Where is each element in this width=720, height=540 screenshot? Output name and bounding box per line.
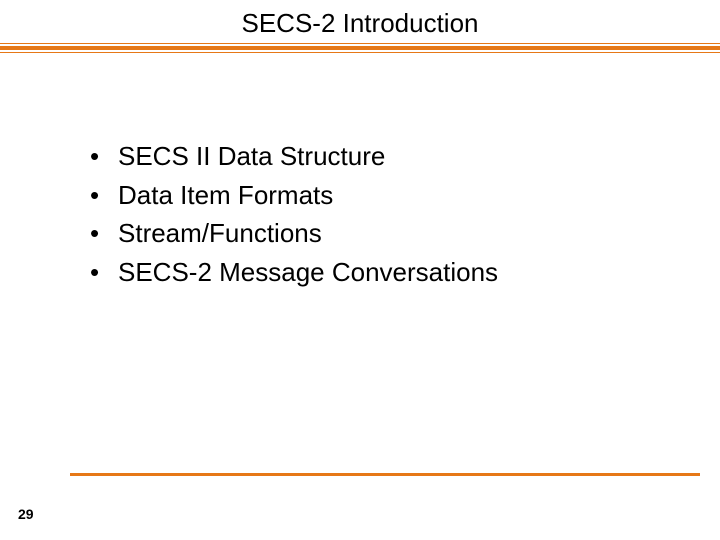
footer-rule <box>70 473 700 476</box>
header-rule-thin-top <box>0 43 720 44</box>
list-item: • Data Item Formats <box>90 179 498 212</box>
bullet-icon: • <box>90 140 118 173</box>
header-rule-thin-bottom <box>0 52 720 53</box>
header-rule-thick <box>0 46 720 50</box>
bullet-list: • SECS II Data Structure • Data Item For… <box>90 140 498 294</box>
bullet-text: Stream/Functions <box>118 217 322 250</box>
list-item: • SECS-2 Message Conversations <box>90 256 498 289</box>
list-item: • SECS II Data Structure <box>90 140 498 173</box>
list-item: • Stream/Functions <box>90 217 498 250</box>
bullet-text: Data Item Formats <box>118 179 333 212</box>
slide-title: SECS-2 Introduction <box>0 8 720 43</box>
bullet-icon: • <box>90 217 118 250</box>
page-number: 29 <box>18 506 34 522</box>
bullet-text: SECS-2 Message Conversations <box>118 256 498 289</box>
title-area: SECS-2 Introduction <box>0 0 720 53</box>
bullet-icon: • <box>90 256 118 289</box>
bullet-text: SECS II Data Structure <box>118 140 385 173</box>
bullet-icon: • <box>90 179 118 212</box>
